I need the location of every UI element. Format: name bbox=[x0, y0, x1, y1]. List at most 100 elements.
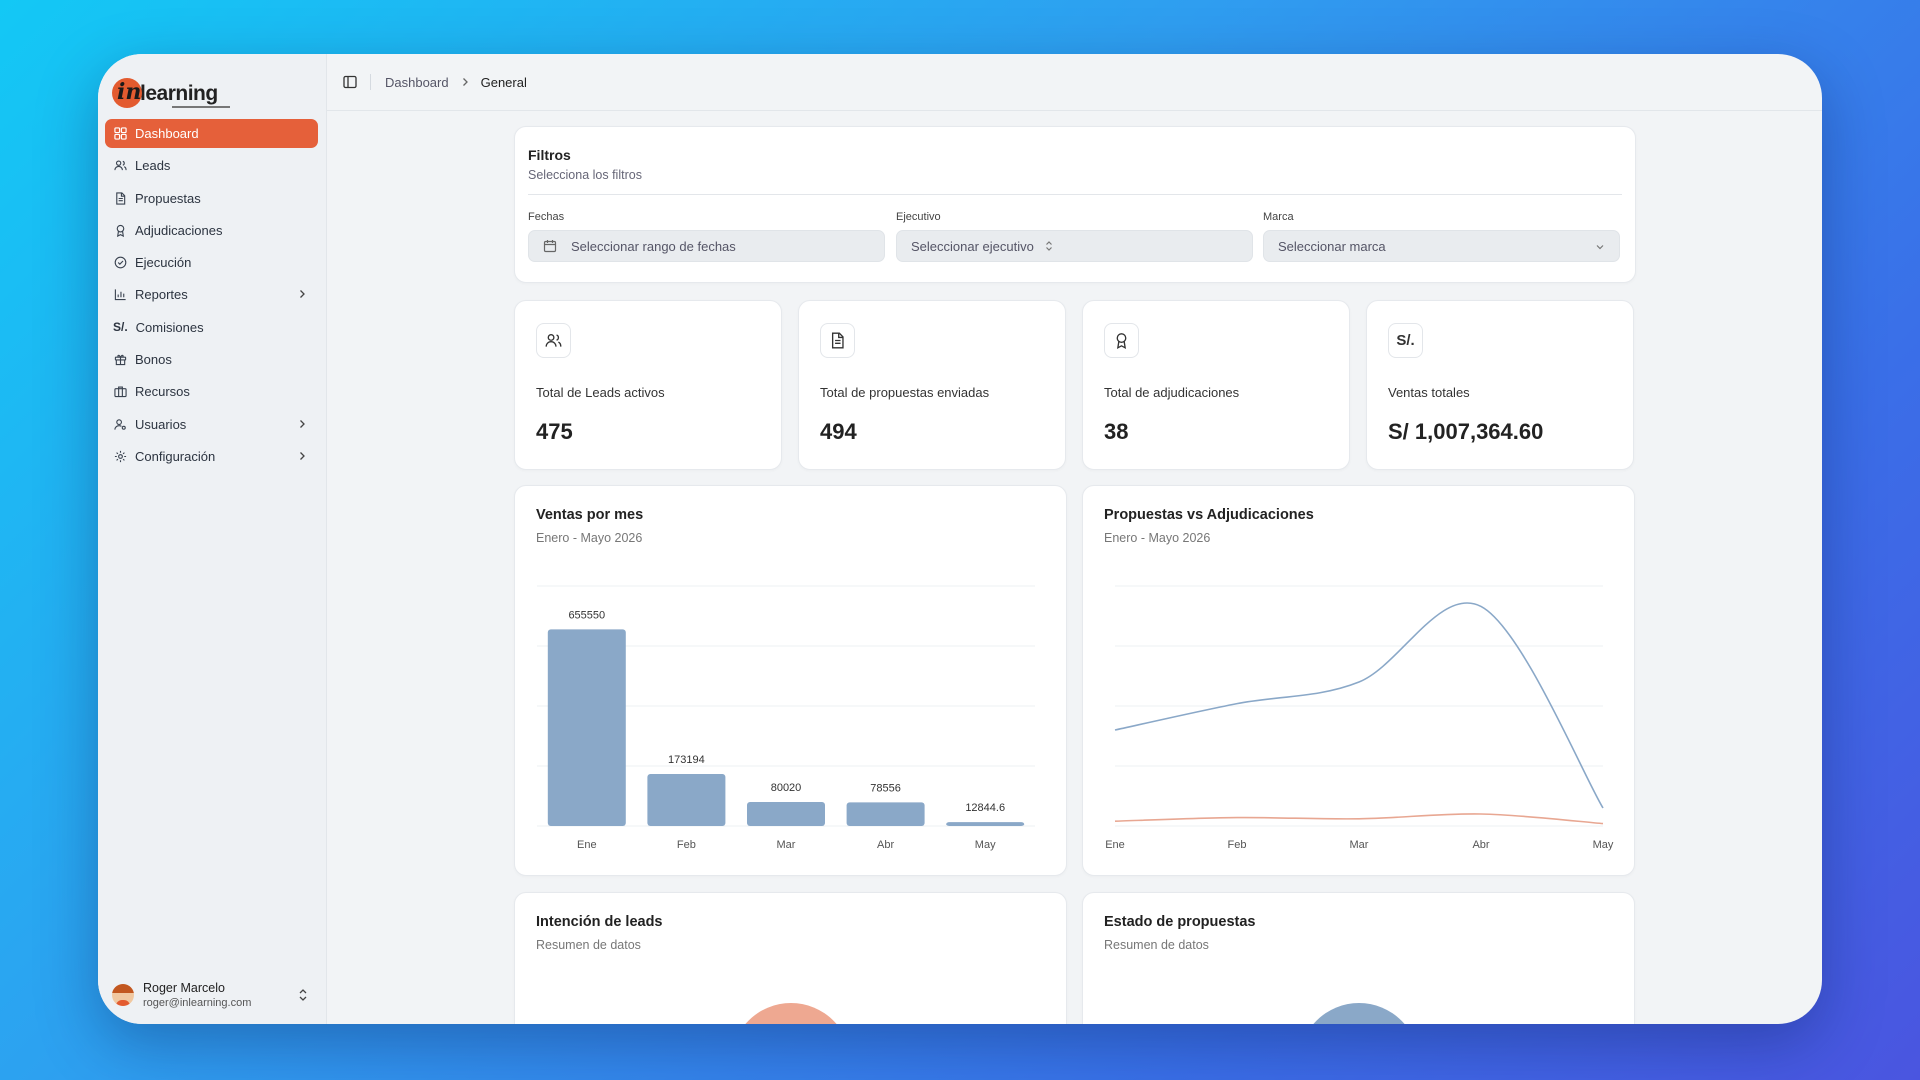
chevron-down-icon bbox=[1596, 245, 1604, 250]
filters-title: Filtros bbox=[528, 147, 571, 163]
sidebar-item-configuracion[interactable]: Configuración bbox=[105, 442, 318, 471]
x-tick-label: Abr bbox=[1472, 839, 1489, 851]
stat-value: 475 bbox=[536, 419, 573, 444]
lead-intent-card: Intención de leads Resumen de datos bbox=[514, 892, 1067, 1024]
logo-mark-text: in bbox=[117, 79, 142, 105]
proposal-status-card: Estado de propuestas Resumen de datos bbox=[1082, 892, 1635, 1024]
series-line-1 bbox=[1114, 813, 1604, 825]
logo-tagline bbox=[172, 106, 230, 108]
sidebar-nav: Dashboard Leads Propuestas Adjudicacione… bbox=[105, 119, 318, 474]
x-tick-label: Mar bbox=[1350, 839, 1369, 851]
app-window: in learning Dashboard Leads Propuestas A… bbox=[98, 54, 1822, 1024]
filter-executive-group: Ejecutivo Seleccionar ejecutivo bbox=[896, 211, 1253, 262]
sidebar-item-ejecucion[interactable]: Ejecución bbox=[105, 248, 318, 277]
date-range-placeholder: Seleccionar rango de fechas bbox=[571, 238, 736, 254]
sidebar-item-comisiones[interactable]: S/. Comisiones bbox=[105, 313, 318, 342]
sidebar-item-adjudicaciones[interactable]: Adjudicaciones bbox=[105, 216, 318, 245]
x-tick-label: May bbox=[1593, 839, 1614, 851]
sidebar-item-label: Ejecución bbox=[135, 255, 192, 271]
bar bbox=[846, 802, 925, 826]
briefcase-icon bbox=[113, 385, 127, 399]
sidebar-item-dashboard[interactable]: Dashboard bbox=[105, 119, 318, 148]
user-info: Roger Marcelo roger@inlearning.com bbox=[143, 981, 251, 1009]
proposals-vs-awards-card: Propuestas vs Adjudicaciones Enero - May… bbox=[1082, 485, 1635, 876]
executive-placeholder: Seleccionar ejecutivo bbox=[911, 238, 1034, 254]
gift-icon bbox=[113, 353, 127, 367]
filters-subtitle: Selecciona los filtros bbox=[528, 168, 642, 182]
x-tick-label: Feb bbox=[1228, 839, 1247, 851]
stat-label: Total de adjudicaciones bbox=[1104, 385, 1240, 400]
stat-label: Ventas totales bbox=[1388, 385, 1470, 400]
sidebar-item-propuestas[interactable]: Propuestas bbox=[105, 184, 318, 213]
stat-card-awards: Total de adjudicaciones 38 bbox=[1082, 300, 1350, 470]
user-cog-icon bbox=[113, 417, 127, 431]
x-tick-label: Ene bbox=[577, 839, 597, 851]
divider bbox=[370, 74, 371, 90]
sidebar-item-label: Comisiones bbox=[135, 319, 204, 335]
bar-chart: 655550 Ene 173194 Feb 80020 Mar 78556 Abr 12844.… bbox=[537, 585, 1035, 851]
award-icon bbox=[113, 223, 127, 237]
sol-currency-icon: S/. bbox=[113, 320, 128, 335]
sidebar-item-leads[interactable]: Leads bbox=[105, 151, 318, 180]
executive-select[interactable]: Seleccionar ejecutivo bbox=[896, 230, 1253, 262]
app-logo[interactable]: in learning bbox=[112, 68, 230, 108]
x-tick-label: Ene bbox=[1105, 839, 1125, 851]
user-menu[interactable]: Roger Marcelo roger@inlearning.com bbox=[112, 978, 317, 1012]
line-chart: Ene Feb Mar Abr May bbox=[1105, 585, 1614, 851]
bar bbox=[547, 629, 626, 826]
bar-chart-icon bbox=[113, 288, 127, 302]
bar bbox=[647, 774, 726, 826]
card-subtitle: Resumen de datos bbox=[1104, 938, 1209, 952]
date-range-picker[interactable]: Seleccionar rango de fechas bbox=[528, 230, 885, 262]
pie-chart bbox=[731, 1003, 851, 1024]
chevrons-up-down-icon bbox=[299, 989, 307, 1001]
chart-title: Propuestas vs Adjudicaciones bbox=[1104, 507, 1314, 523]
sidebar-item-bonos[interactable]: Bonos bbox=[105, 345, 318, 374]
stat-card-proposals: Total de propuestas enviadas 494 bbox=[798, 300, 1066, 470]
sidebar-item-label: Dashboard bbox=[135, 126, 199, 141]
chart-title: Ventas por mes bbox=[536, 507, 644, 523]
sidebar-item-label: Usuarios bbox=[135, 416, 187, 432]
chevrons-up-down-icon bbox=[1045, 241, 1052, 251]
brand-select[interactable]: Seleccionar marca bbox=[1263, 230, 1620, 262]
x-tick-label: Mar bbox=[777, 839, 796, 851]
avatar bbox=[112, 984, 134, 1006]
sidebar-item-label: Configuración bbox=[135, 448, 216, 464]
x-tick-label: Feb bbox=[677, 839, 696, 851]
award-icon bbox=[1104, 323, 1139, 358]
sol-currency-icon: S/. bbox=[1388, 323, 1423, 358]
sidebar-item-label: Recursos bbox=[135, 384, 190, 400]
sidebar-item-label: Propuestas bbox=[135, 190, 201, 206]
sidebar-item-usuarios[interactable]: Usuarios bbox=[105, 410, 318, 439]
breadcrumb-dashboard[interactable]: Dashboard bbox=[385, 74, 449, 90]
stat-label: Total de propuestas enviadas bbox=[820, 385, 990, 400]
sidebar-item-reportes[interactable]: Reportes bbox=[105, 280, 318, 309]
chart-subtitle: Enero - Mayo 2026 bbox=[536, 531, 643, 545]
x-tick-label: Abr bbox=[877, 839, 894, 851]
logo-text: learning bbox=[140, 82, 218, 105]
brand-placeholder: Seleccionar marca bbox=[1278, 238, 1386, 254]
sidebar-toggle-icon[interactable] bbox=[342, 74, 358, 90]
document-icon bbox=[820, 323, 855, 358]
chevron-right-icon bbox=[300, 419, 305, 428]
data-label: 80020 bbox=[771, 782, 802, 794]
user-name: Roger Marcelo bbox=[143, 981, 225, 995]
calendar-icon bbox=[543, 240, 557, 253]
sidebar-item-label: Reportes bbox=[135, 287, 188, 303]
sidebar-item-recursos[interactable]: Recursos bbox=[105, 377, 318, 406]
users-icon bbox=[113, 159, 127, 173]
chevron-right-icon bbox=[462, 78, 468, 86]
filter-dates-label: Fechas bbox=[528, 211, 565, 223]
bar bbox=[946, 822, 1025, 826]
series-line-0 bbox=[1114, 602, 1604, 809]
stat-value: 494 bbox=[820, 419, 857, 444]
data-label: 655550 bbox=[568, 609, 605, 621]
stat-label: Total de Leads activos bbox=[536, 385, 665, 400]
chart-subtitle: Enero - Mayo 2026 bbox=[1104, 531, 1211, 545]
sidebar-item-label: Bonos bbox=[135, 352, 172, 368]
filter-brand-group: Marca Seleccionar marca bbox=[1263, 211, 1620, 262]
filters-card: Filtros Selecciona los filtros Fechas Se… bbox=[514, 126, 1636, 283]
breadcrumb-current: General bbox=[480, 74, 527, 90]
filter-brand-label: Marca bbox=[1263, 211, 1294, 223]
filter-dates-group: Fechas Seleccionar rango de fechas bbox=[528, 211, 885, 262]
